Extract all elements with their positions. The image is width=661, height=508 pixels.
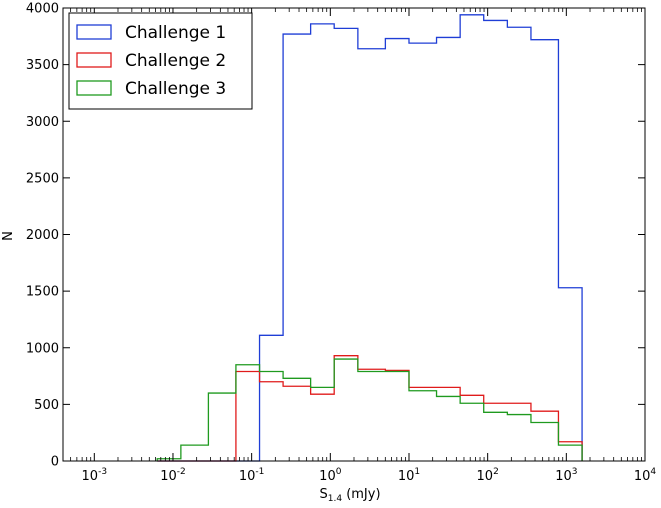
y-tick-label: 3500 [26, 58, 59, 73]
y-tick-label: 1000 [26, 341, 59, 356]
x-axis-label: S1.4 (mJy) [319, 487, 380, 504]
legend-swatch [76, 24, 112, 40]
legend-label: Challenge 3 [125, 79, 226, 99]
legend: Challenge 1 Challenge 2 Challenge 3 [68, 12, 253, 110]
series-layer [156, 14, 583, 462]
x-tick-label: 10-1 [239, 467, 265, 484]
y-tick-label: 2000 [26, 228, 59, 243]
histogram-series-1 [157, 14, 583, 462]
y-tick-label: 0 [51, 455, 59, 470]
legend-label: Challenge 2 [125, 51, 226, 71]
axes-layer: 0 500 1000 1500 2000 2500 3000 3500 4000 10-3 10-2… [26, 2, 657, 485]
x-axis-label-subscript: 1.4 [328, 494, 343, 504]
x-tick-label: 10-3 [82, 467, 108, 484]
x-tick-label: 10-2 [160, 467, 186, 484]
y-tick-label: 500 [34, 398, 59, 413]
legend-label: Challenge 1 [125, 23, 226, 43]
x-tick-label: 100 [319, 467, 342, 484]
x-axis-label-base: S [319, 487, 327, 502]
x-tick-label: 104 [634, 467, 657, 484]
legend-box [68, 12, 253, 110]
y-tick-label: 3000 [26, 115, 59, 130]
x-tick-label: 102 [477, 467, 499, 484]
histogram-series-3 [156, 358, 583, 461]
legend-swatch [76, 80, 112, 96]
legend-swatch [76, 52, 112, 68]
y-axis-label: N [1, 231, 16, 241]
x-axis-label-unit: (mJy) [342, 487, 380, 502]
x-tick-label: 103 [555, 467, 577, 484]
x-tick-label: 101 [398, 467, 420, 484]
y-tick-label: 4000 [26, 2, 59, 17]
y-tick-label: 2500 [26, 171, 59, 186]
y-tick-label: 1500 [26, 285, 59, 300]
